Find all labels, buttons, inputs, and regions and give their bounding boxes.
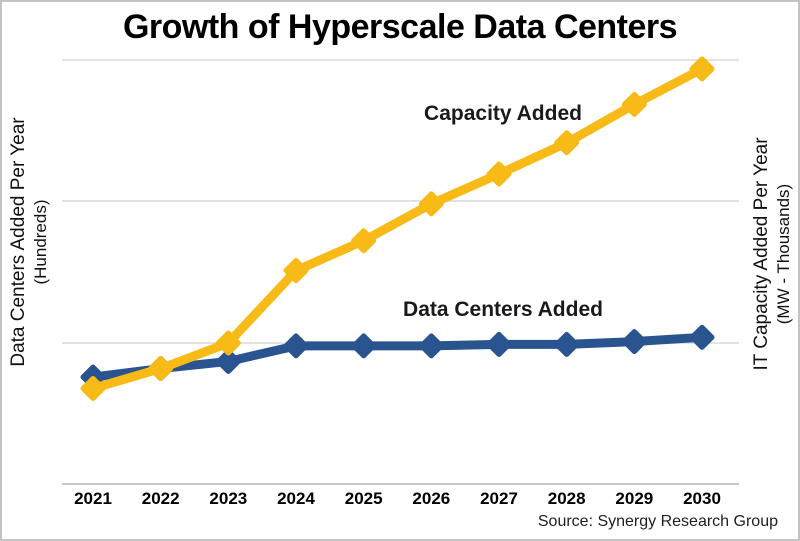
data-point-marker-capacity-added [80, 375, 106, 401]
plot-area: Capacity Added Data Centers Added [62, 56, 739, 485]
x-tick-label-2028: 2028 [547, 489, 586, 508]
data-point-marker-capacity-added [621, 91, 647, 117]
x-tick-label-2030: 2030 [683, 489, 721, 508]
source-note: Source: Synergy Research Group [537, 513, 778, 530]
x-tick-label-2025: 2025 [344, 489, 383, 508]
data-point-marker-capacity-added [689, 56, 715, 82]
series-label-data-centers-added: Data Centers Added [403, 298, 603, 321]
data-point-marker-capacity-added [351, 228, 377, 254]
x-tick-label-2027: 2027 [480, 489, 518, 508]
left-y-axis-label-text: Data Centers Added Per Year [7, 117, 29, 367]
x-tick-label-2023: 2023 [209, 489, 248, 508]
data-point-marker-capacity-added [283, 258, 309, 284]
x-tick-label-2029: 2029 [615, 489, 654, 508]
series-line-capacity-added [88, 64, 707, 393]
right-y-axis-label-units: (MW - Thousands) [773, 183, 793, 325]
data-point-marker-capacity-added [418, 191, 444, 217]
x-tick-label-2022: 2022 [141, 489, 180, 508]
x-tick-label-2021: 2021 [74, 489, 112, 508]
right-y-axis-label-text: IT Capacity Added Per Year [750, 137, 772, 371]
left-y-axis-label: Data Centers Added Per Year (Hundreds) [2, 29, 54, 455]
x-axis-labels: 2021 2022 2023 2024 2025 2026 2027 2028 2029 2030 [62, 489, 739, 511]
series-label-capacity-added: Capacity Added [424, 102, 582, 125]
series-line-data-centers-added [88, 332, 707, 382]
chart-title: Growth of Hyperscale Data Centers [122, 8, 678, 46]
data-point-marker-capacity-added [554, 130, 580, 156]
data-point-marker-data-centers-added [554, 331, 580, 357]
left-y-axis-label-units: (Hundreds) [30, 199, 50, 285]
line-chart [62, 56, 739, 485]
data-point-marker-data-centers-added [486, 331, 512, 357]
data-point-marker-data-centers-added [689, 324, 715, 350]
data-point-marker-data-centers-added [351, 333, 377, 359]
series-data-centers-added [80, 324, 715, 390]
data-point-marker-capacity-added [215, 330, 241, 356]
gridlines [62, 59, 739, 485]
x-tick-label-2026: 2026 [412, 489, 451, 508]
data-point-marker-data-centers-added [621, 329, 647, 355]
data-point-marker-data-centers-added [215, 348, 241, 374]
data-point-marker-capacity-added [148, 356, 174, 382]
x-tick-label-2024: 2024 [277, 489, 315, 508]
data-point-marker-capacity-added [486, 161, 512, 187]
series-capacity-added [80, 56, 715, 401]
data-point-marker-data-centers-added [283, 333, 309, 359]
data-point-marker-data-centers-added [418, 333, 444, 359]
right-y-axis-label: IT Capacity Added Per Year (MW - Thousan… [746, 41, 796, 467]
